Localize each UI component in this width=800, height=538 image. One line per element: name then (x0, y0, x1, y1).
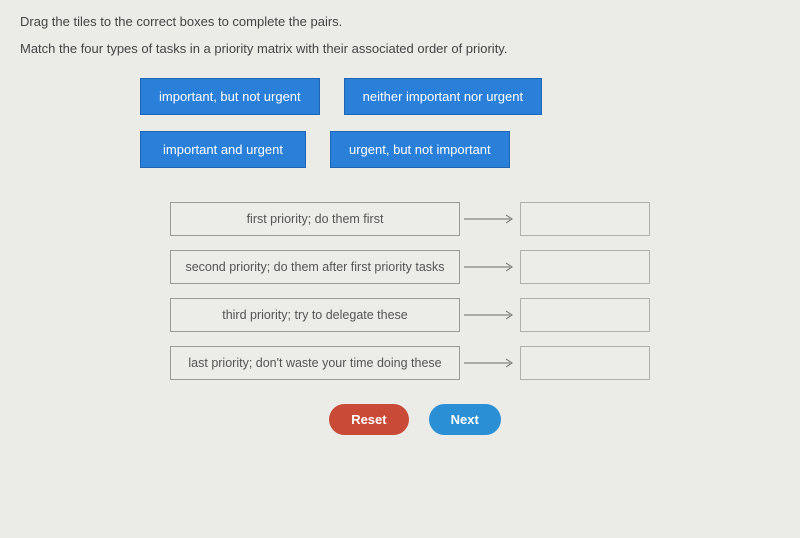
arrow-icon (460, 309, 520, 321)
reset-button[interactable]: Reset (329, 404, 408, 435)
prompt-first-priority: first priority; do them first (170, 202, 460, 236)
tile-neither-important-nor-urgent[interactable]: neither important nor urgent (344, 78, 542, 115)
prompt-second-priority: second priority; do them after first pri… (170, 250, 460, 284)
tile-important-not-urgent[interactable]: important, but not urgent (140, 78, 320, 115)
pair-row-3: third priority; try to delegate these (170, 298, 800, 332)
pair-row-4: last priority; don't waste your time doi… (170, 346, 800, 380)
pair-row-2: second priority; do them after first pri… (170, 250, 800, 284)
arrow-icon (460, 357, 520, 369)
instruction-text: Drag the tiles to the correct boxes to c… (0, 0, 800, 35)
prompt-third-priority: third priority; try to delegate these (170, 298, 460, 332)
drop-target-4[interactable] (520, 346, 650, 380)
question-text: Match the four types of tasks in a prior… (0, 35, 800, 74)
tile-important-and-urgent[interactable]: important and urgent (140, 131, 306, 168)
pairs-container: first priority; do them first second pri… (0, 202, 800, 380)
prompt-last-priority: last priority; don't waste your time doi… (170, 346, 460, 380)
drop-target-3[interactable] (520, 298, 650, 332)
arrow-icon (460, 261, 520, 273)
arrow-icon (460, 213, 520, 225)
tile-urgent-not-important[interactable]: urgent, but not important (330, 131, 510, 168)
button-row: Reset Next (0, 404, 800, 435)
next-button[interactable]: Next (429, 404, 501, 435)
tiles-container: important, but not urgent neither import… (0, 74, 640, 168)
drop-target-2[interactable] (520, 250, 650, 284)
pair-row-1: first priority; do them first (170, 202, 800, 236)
drop-target-1[interactable] (520, 202, 650, 236)
